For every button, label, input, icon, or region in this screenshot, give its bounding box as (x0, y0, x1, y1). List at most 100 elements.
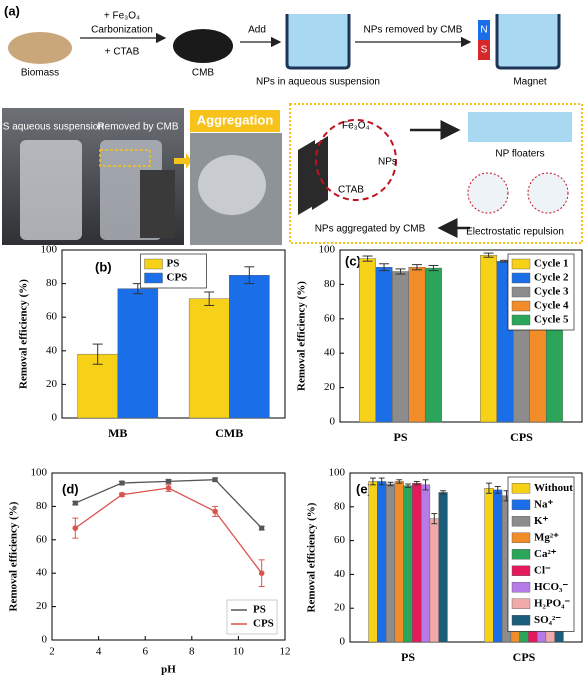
bar (385, 483, 396, 643)
panel-label: (e) (356, 481, 372, 496)
panel-label: (b) (95, 259, 112, 274)
y-tick-label: 60 (46, 311, 58, 323)
y-tick-label: 20 (36, 600, 48, 612)
cmb-pile (173, 29, 233, 63)
y-tick-label: 80 (324, 278, 336, 290)
label: Carbonization (91, 25, 153, 36)
x-tick-label: CPS (513, 650, 536, 664)
y-tick-label: 60 (334, 534, 346, 546)
magnet-n (478, 20, 490, 40)
panel-label: (a) (4, 3, 20, 18)
bar (480, 254, 498, 423)
label: Add (248, 25, 266, 36)
arrow (174, 153, 192, 169)
y-tick-label: 100 (41, 244, 58, 256)
legend-label: Mg²⁺ (534, 531, 559, 543)
label: Biomass (21, 68, 59, 79)
plot-frame (349, 472, 583, 643)
legend-label: Without (534, 482, 573, 494)
y-tick-label: 40 (36, 567, 48, 579)
y-tick-label: 40 (324, 347, 336, 359)
legend-label: PS (253, 604, 266, 616)
mechanism-box (289, 103, 583, 244)
legend-label: CPS (167, 272, 188, 284)
x-tick-label: 8 (189, 646, 195, 658)
legend-label: Cycle 5 (534, 314, 569, 326)
legend-swatch (511, 615, 531, 626)
label: N (480, 25, 487, 36)
legend-label: PS (167, 258, 180, 270)
panel-label: (d) (62, 481, 79, 496)
marker (212, 508, 218, 515)
label: NPs aggregated by CMB (315, 224, 426, 235)
legend-box (226, 599, 278, 635)
plot-frame (51, 472, 286, 641)
label: NPs (378, 157, 397, 168)
legend-swatch (511, 286, 531, 298)
bar (412, 482, 422, 643)
label: + CTAB (105, 47, 140, 58)
legend-swatch (511, 532, 531, 543)
bar (408, 267, 426, 423)
y-tick-label: 0 (330, 416, 336, 428)
y-tick-label: 60 (324, 312, 336, 324)
x-axis-label: pH (161, 664, 176, 676)
marker (119, 491, 125, 498)
x-tick-label: PS (393, 430, 407, 444)
x-tick-label: 2 (49, 646, 55, 658)
label: Removed by CMB (97, 122, 178, 133)
bar (429, 518, 439, 643)
legend-swatch (511, 272, 531, 284)
y-tick-label: 80 (36, 500, 48, 512)
y-tick-label: 20 (46, 378, 58, 390)
beaker (285, 14, 351, 70)
y-tick-label: 100 (329, 467, 346, 479)
legend-swatch (511, 300, 531, 312)
y-tick-label: 80 (334, 500, 346, 512)
y-axis-label: Removal efficiency (%) (296, 281, 308, 391)
label: Magnet (513, 77, 547, 88)
bar (438, 492, 448, 643)
y-tick-label: 0 (42, 634, 48, 646)
legend-label: SO₄²⁻ (534, 614, 561, 626)
panel-label: (c) (345, 253, 361, 268)
legend-label: CPS (253, 618, 274, 630)
legend-label: HCO₃⁻ (534, 581, 568, 593)
x-tick-label: 6 (142, 646, 148, 658)
legend-swatch (144, 272, 163, 284)
magnet-photo (140, 170, 175, 238)
legend-swatch (144, 258, 163, 270)
x-tick-label: 4 (96, 646, 102, 658)
legend-swatch (511, 549, 531, 560)
marker (165, 485, 172, 491)
legend-swatch (511, 582, 531, 593)
legend-label: Ca²⁺ (534, 548, 557, 560)
label: NPs removed by CMB (364, 25, 463, 36)
bar (117, 288, 159, 419)
highlight (99, 149, 151, 167)
legend-label: Cycle 3 (534, 286, 569, 298)
y-axis-label: Removal efficiency (%) (8, 501, 20, 611)
bar (392, 271, 409, 423)
marker (119, 480, 125, 486)
legend-swatch (511, 483, 531, 494)
biomass-pile (8, 32, 72, 64)
y-tick-label: 20 (324, 381, 336, 393)
marker (212, 477, 218, 483)
legend-label: Cycle 4 (534, 300, 569, 312)
banner (190, 110, 280, 132)
y-axis-label: Removal efficiency (%) (18, 279, 30, 389)
label: CMB (192, 68, 215, 79)
bar (359, 258, 377, 423)
bar (424, 267, 442, 423)
floaters (468, 112, 572, 142)
y-tick-label: 100 (31, 467, 48, 479)
x-tick-label: CMB (215, 426, 243, 440)
label: CTAB (338, 185, 364, 196)
line (74, 487, 263, 574)
bottle (20, 140, 82, 240)
legend-swatch (511, 598, 531, 609)
x-tick-label: CPS (510, 430, 533, 444)
bar (188, 298, 230, 419)
